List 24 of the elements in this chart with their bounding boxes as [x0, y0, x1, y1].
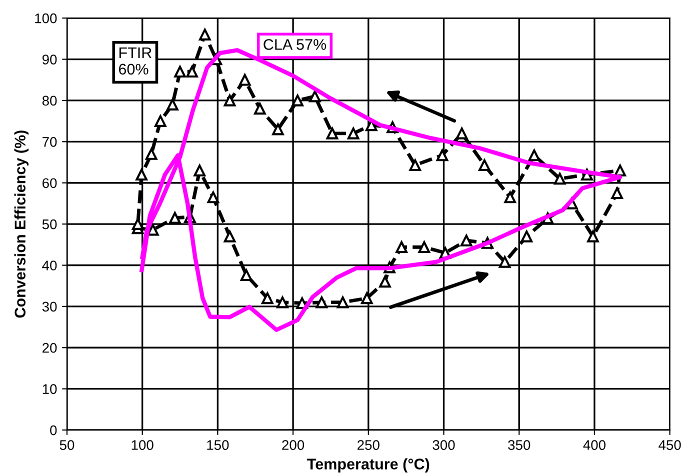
y-axis-title: Conversion Efficiency (%): [14, 130, 29, 318]
annotation: FTIR 60%: [119, 47, 152, 75]
y-tick-label: 50: [42, 219, 57, 230]
x-tick-label: 250: [358, 440, 380, 450]
annotation: CLA 57%: [264, 39, 326, 50]
x-tick-label: 400: [583, 440, 606, 450]
y-tick-label: 80: [42, 96, 57, 106]
x-tick-label: 150: [207, 440, 229, 450]
y-tick-label: 90: [42, 54, 57, 64]
x-tick-label: 200: [282, 440, 304, 450]
x-tick-label: 50: [60, 440, 74, 450]
x-tick-label: 300: [432, 440, 455, 450]
y-tick-label: 100: [35, 13, 57, 24]
y-tick-label: 0: [50, 425, 57, 436]
x-tick-label: 350: [508, 440, 530, 450]
y-tick-label: 40: [42, 260, 57, 270]
y-tick-label: 70: [42, 137, 57, 147]
y-tick-label: 60: [42, 178, 57, 188]
x-tick-label: 100: [132, 440, 154, 450]
y-tick-label: 10: [42, 384, 57, 394]
x-axis-title: Temperature (°C): [307, 458, 430, 472]
y-tick-label: 30: [42, 302, 57, 312]
y-tick-label: 20: [42, 342, 57, 353]
x-tick-label: 450: [658, 440, 681, 450]
